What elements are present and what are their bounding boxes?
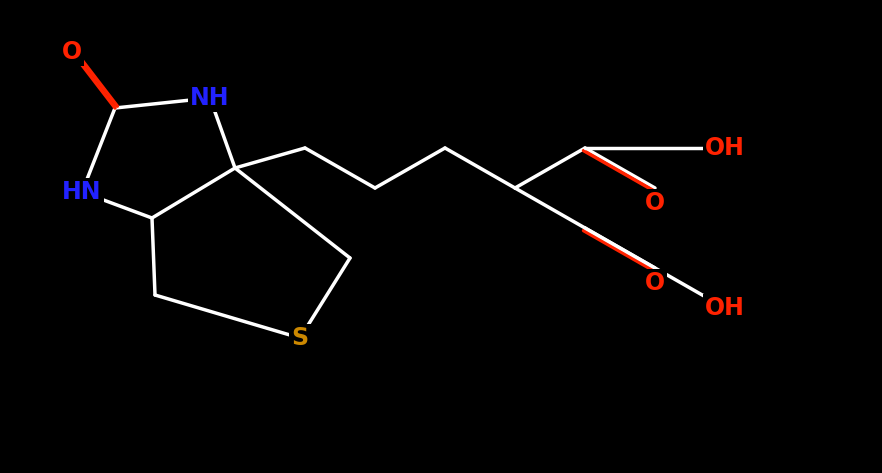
Text: O: O bbox=[645, 191, 665, 215]
Text: O: O bbox=[645, 271, 665, 295]
Text: S: S bbox=[291, 326, 309, 350]
Text: OH: OH bbox=[705, 136, 745, 160]
Text: OH: OH bbox=[705, 296, 745, 320]
Text: NH: NH bbox=[191, 86, 229, 110]
Text: O: O bbox=[62, 40, 82, 64]
Text: HN: HN bbox=[63, 180, 101, 204]
